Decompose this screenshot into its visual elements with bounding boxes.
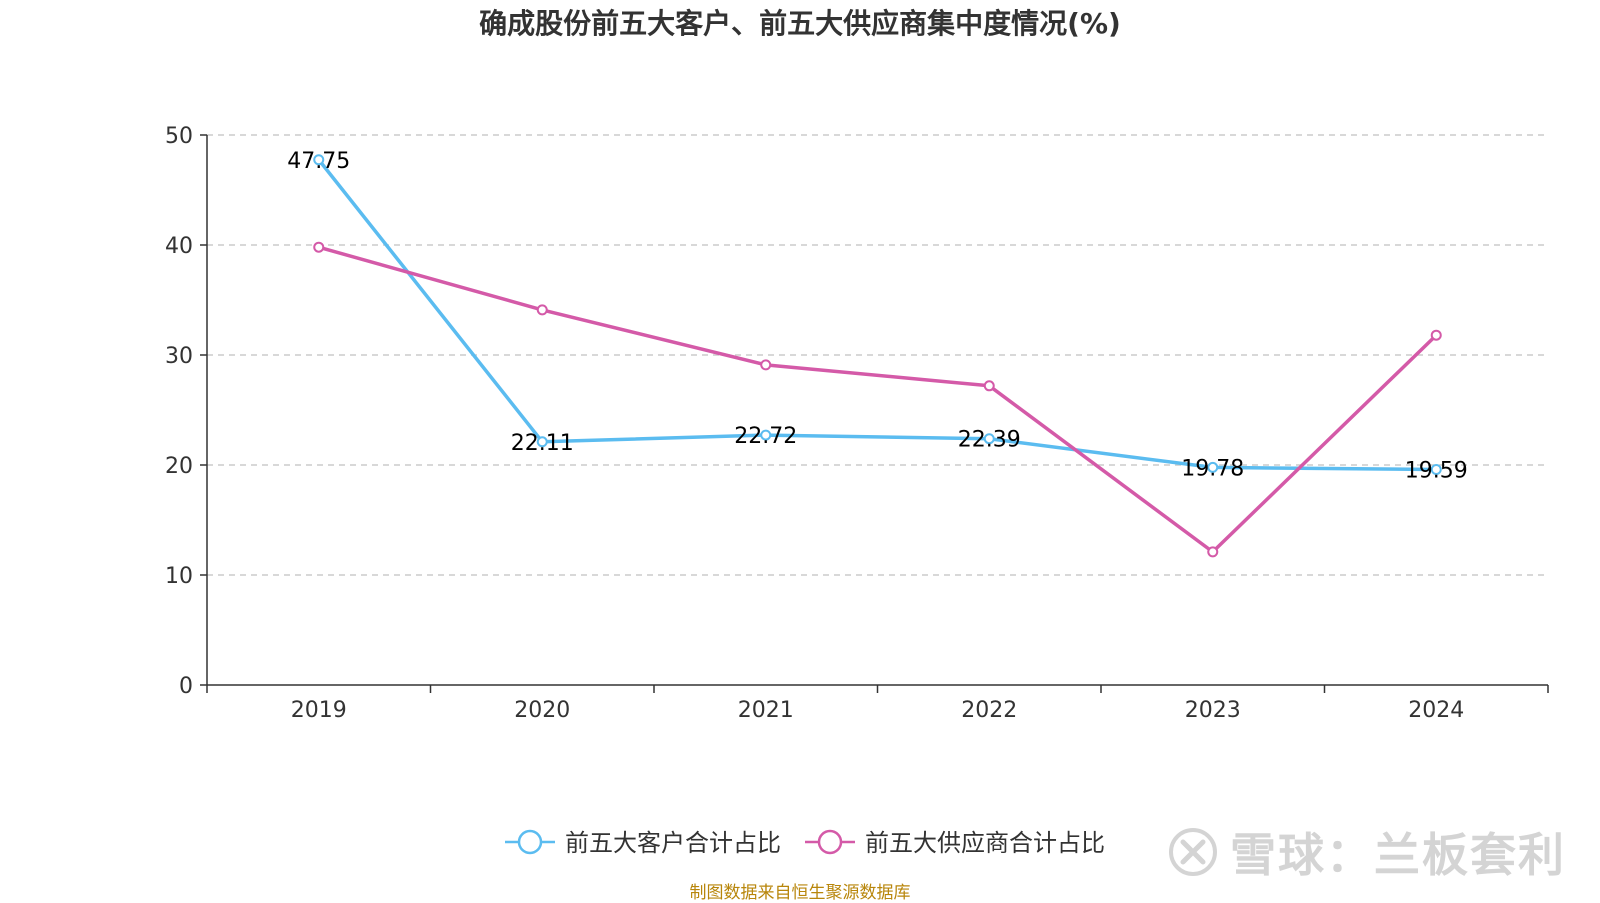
series-line-2 bbox=[318, 245, 1438, 554]
x-tick-label: 2019 bbox=[291, 698, 347, 723]
y-tick-label: 30 bbox=[165, 344, 193, 369]
legend-label: 前五大供应商合计占比 bbox=[865, 829, 1105, 857]
watermark-text: 雪球：兰板套利 bbox=[1230, 828, 1566, 882]
data-label: 19.78 bbox=[1181, 456, 1244, 481]
data-point-1 bbox=[536, 436, 548, 448]
data-point-2 bbox=[536, 304, 548, 316]
data-point-1 bbox=[313, 154, 325, 166]
y-tick-label: 10 bbox=[165, 564, 193, 589]
watermark: 雪球：兰板套利 bbox=[1168, 822, 1566, 882]
x-tick-label: 2022 bbox=[961, 698, 1017, 723]
data-point-1 bbox=[1430, 464, 1442, 476]
series-line-1 bbox=[317, 158, 1437, 472]
x-tick-label: 2021 bbox=[738, 698, 794, 723]
data-point-1 bbox=[983, 433, 995, 445]
legend-marker bbox=[517, 829, 543, 855]
y-tick-label: 0 bbox=[179, 674, 193, 699]
data-point-2 bbox=[1430, 329, 1442, 341]
data-label: 22.39 bbox=[958, 428, 1021, 453]
data-point-1 bbox=[760, 429, 772, 441]
data-label: 19.59 bbox=[1405, 459, 1468, 484]
x-tick-label: 2024 bbox=[1408, 698, 1464, 723]
legend-label: 前五大客户合计占比 bbox=[565, 829, 781, 857]
data-label: 22.72 bbox=[734, 424, 797, 449]
data-label: 47.75 bbox=[287, 149, 350, 174]
chart-title: 确成股份前五大客户、前五大供应商集中度情况(%) bbox=[479, 7, 1121, 40]
data-point-2 bbox=[760, 359, 772, 371]
x-tick-label: 2020 bbox=[514, 698, 570, 723]
data-point-2 bbox=[1207, 546, 1219, 558]
source-note: 制图数据来自恒生聚源数据库 bbox=[689, 883, 911, 903]
y-tick-label: 40 bbox=[165, 234, 193, 259]
y-tick-label: 20 bbox=[165, 454, 193, 479]
data-point-2 bbox=[313, 241, 325, 253]
data-point-2 bbox=[983, 380, 995, 392]
x-tick-label: 2023 bbox=[1185, 698, 1241, 723]
data-point-1 bbox=[1207, 461, 1219, 473]
legend-marker bbox=[817, 829, 843, 855]
y-tick-label: 50 bbox=[165, 124, 193, 149]
snowball-logo-icon bbox=[1169, 828, 1217, 876]
data-label: 22.11 bbox=[511, 431, 574, 456]
